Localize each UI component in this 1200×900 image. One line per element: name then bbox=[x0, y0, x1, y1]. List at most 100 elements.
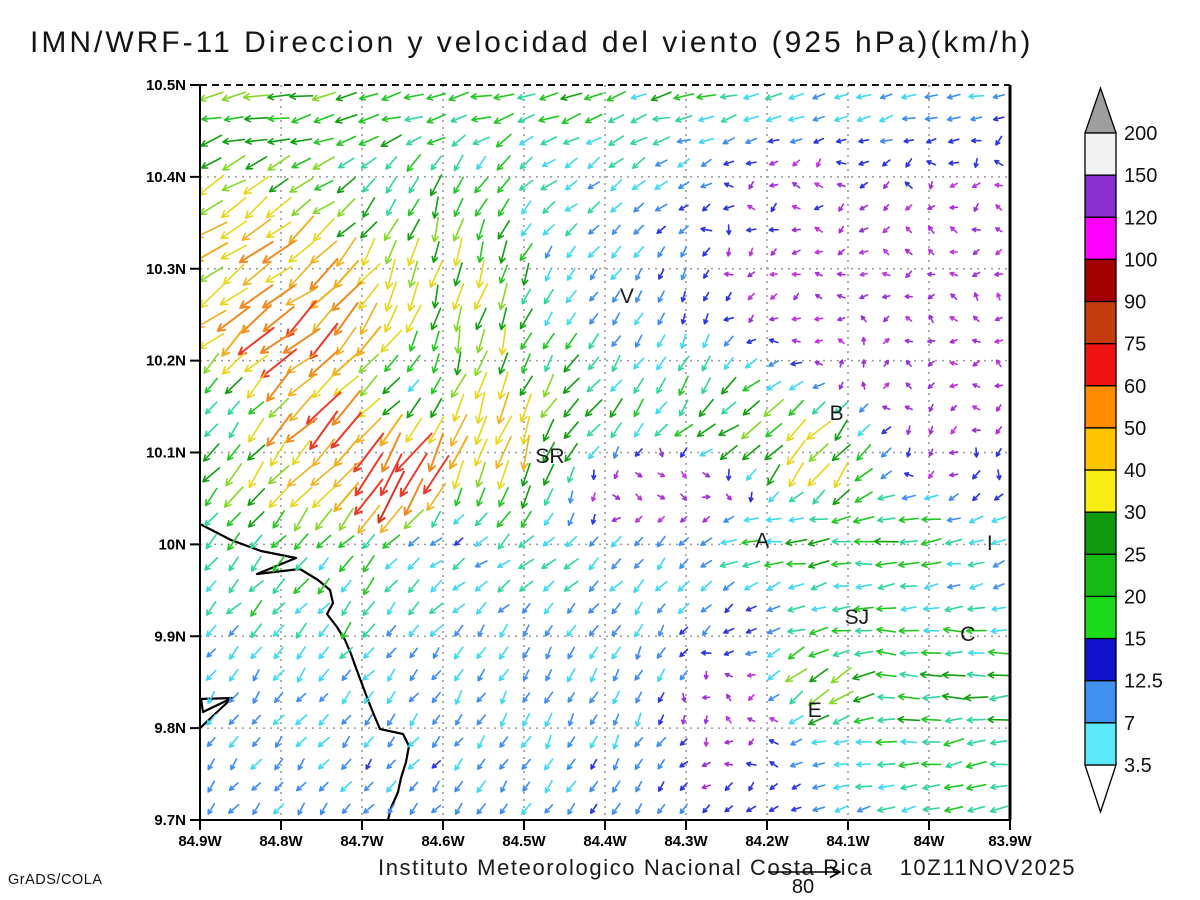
wind-arrow bbox=[590, 268, 598, 281]
colorbar-label: 60 bbox=[1124, 376, 1146, 398]
wind-arrow bbox=[476, 219, 485, 241]
wind-arrow bbox=[565, 535, 578, 548]
wind-arrow bbox=[319, 802, 328, 816]
wind-arrow bbox=[943, 783, 964, 791]
wind-arrow bbox=[858, 160, 870, 166]
wind-arrow bbox=[789, 138, 803, 144]
wind-arrow bbox=[611, 802, 621, 815]
wind-arrow bbox=[812, 784, 826, 790]
wind-arrow bbox=[861, 381, 867, 390]
wind-arrow bbox=[426, 482, 447, 512]
wind-arrow bbox=[609, 580, 624, 592]
wind-arrow bbox=[924, 583, 939, 590]
wind-arrow bbox=[521, 262, 530, 286]
wind-arrow bbox=[541, 558, 557, 570]
wind-arrow bbox=[634, 758, 643, 770]
wind-arrow bbox=[949, 271, 959, 277]
wind-arrow bbox=[949, 450, 959, 456]
wind-arrow bbox=[857, 424, 871, 437]
wind-arrow bbox=[877, 717, 896, 724]
wind-arrow bbox=[475, 461, 486, 488]
wind-arrow bbox=[837, 338, 845, 345]
wind-arrow bbox=[566, 758, 576, 771]
wind-arrow bbox=[949, 182, 958, 188]
city-label: I bbox=[987, 532, 993, 555]
wind-arrow bbox=[496, 391, 510, 425]
wind-arrow bbox=[922, 605, 940, 612]
wind-arrow bbox=[384, 579, 398, 593]
wind-arrow bbox=[520, 415, 531, 445]
lat-tick-label: 9.7N bbox=[154, 812, 186, 829]
wind-arrow bbox=[785, 538, 808, 546]
wind-arrow bbox=[497, 604, 510, 613]
wind-arrow bbox=[564, 442, 578, 463]
wind-arrow bbox=[495, 436, 512, 469]
wind-arrow bbox=[858, 138, 870, 144]
wind-arrow bbox=[590, 513, 597, 525]
wind-arrow bbox=[519, 393, 532, 423]
wind-arrow bbox=[903, 138, 915, 144]
wind-arrow bbox=[679, 803, 688, 815]
wind-arrow bbox=[838, 226, 844, 234]
wind-arrow bbox=[268, 397, 289, 418]
wind-arrow bbox=[200, 333, 224, 350]
wind-arrow bbox=[769, 271, 778, 277]
colorbar-label: 30 bbox=[1124, 502, 1146, 524]
wind-arrow bbox=[475, 307, 487, 331]
wind-arrow bbox=[829, 690, 854, 705]
wind-arrow bbox=[454, 624, 464, 637]
wind-arrow bbox=[315, 508, 333, 531]
wind-arrow bbox=[946, 116, 961, 122]
wind-arrow bbox=[228, 714, 239, 726]
wind-arrow bbox=[879, 138, 893, 144]
wind-arrow bbox=[811, 606, 827, 612]
wind-arrow bbox=[788, 491, 804, 503]
wind-arrow bbox=[497, 371, 509, 400]
wind-arrow bbox=[544, 712, 553, 728]
wind-arrow bbox=[787, 115, 805, 123]
wind-arrow bbox=[295, 736, 307, 748]
wind-arrow bbox=[791, 316, 801, 322]
wind-arrow bbox=[612, 713, 620, 726]
wind-arrow bbox=[285, 287, 317, 306]
wind-arrow bbox=[207, 690, 216, 705]
wind-arrow bbox=[565, 332, 578, 350]
wind-arrow bbox=[926, 138, 937, 144]
wind-arrow bbox=[333, 482, 360, 513]
wind-arrow bbox=[474, 580, 488, 592]
wind-arrow bbox=[309, 284, 339, 310]
wind-arrow bbox=[674, 423, 694, 437]
wind-arrow bbox=[883, 315, 890, 323]
wind-arrow bbox=[635, 646, 642, 660]
wind-arrow bbox=[565, 289, 577, 304]
wind-arrow bbox=[720, 114, 737, 123]
wind-arrow bbox=[296, 667, 306, 683]
wind-arrow bbox=[635, 493, 643, 501]
wind-arrow bbox=[312, 485, 336, 509]
wind-arrow bbox=[812, 806, 826, 813]
wind-arrow bbox=[386, 647, 397, 659]
wind-arrow bbox=[718, 424, 740, 437]
wind-arrow bbox=[408, 379, 420, 393]
wind-arrow bbox=[317, 736, 330, 748]
wind-arrow bbox=[562, 377, 580, 394]
wind-arrow bbox=[476, 780, 486, 793]
wind-arrow bbox=[240, 304, 272, 334]
wind-arrow bbox=[562, 137, 580, 145]
wind-arrow bbox=[879, 114, 894, 123]
wind-arrow bbox=[788, 462, 804, 488]
wind-arrow bbox=[522, 692, 531, 703]
wind-arrow bbox=[812, 489, 826, 505]
colorbar-band bbox=[1084, 343, 1117, 387]
wind-arrow bbox=[385, 156, 398, 170]
lon-tick-label: 84.4W bbox=[583, 833, 627, 850]
wind-arrow bbox=[855, 739, 872, 746]
wind-arrow bbox=[770, 293, 778, 300]
wind-arrow bbox=[973, 203, 979, 212]
wind-arrow bbox=[587, 181, 600, 190]
wind-arrow bbox=[362, 197, 376, 218]
wind-arrow bbox=[835, 138, 847, 144]
wind-arrow bbox=[904, 294, 913, 300]
wind-arrow bbox=[429, 602, 444, 615]
wind-arrow bbox=[972, 271, 981, 277]
